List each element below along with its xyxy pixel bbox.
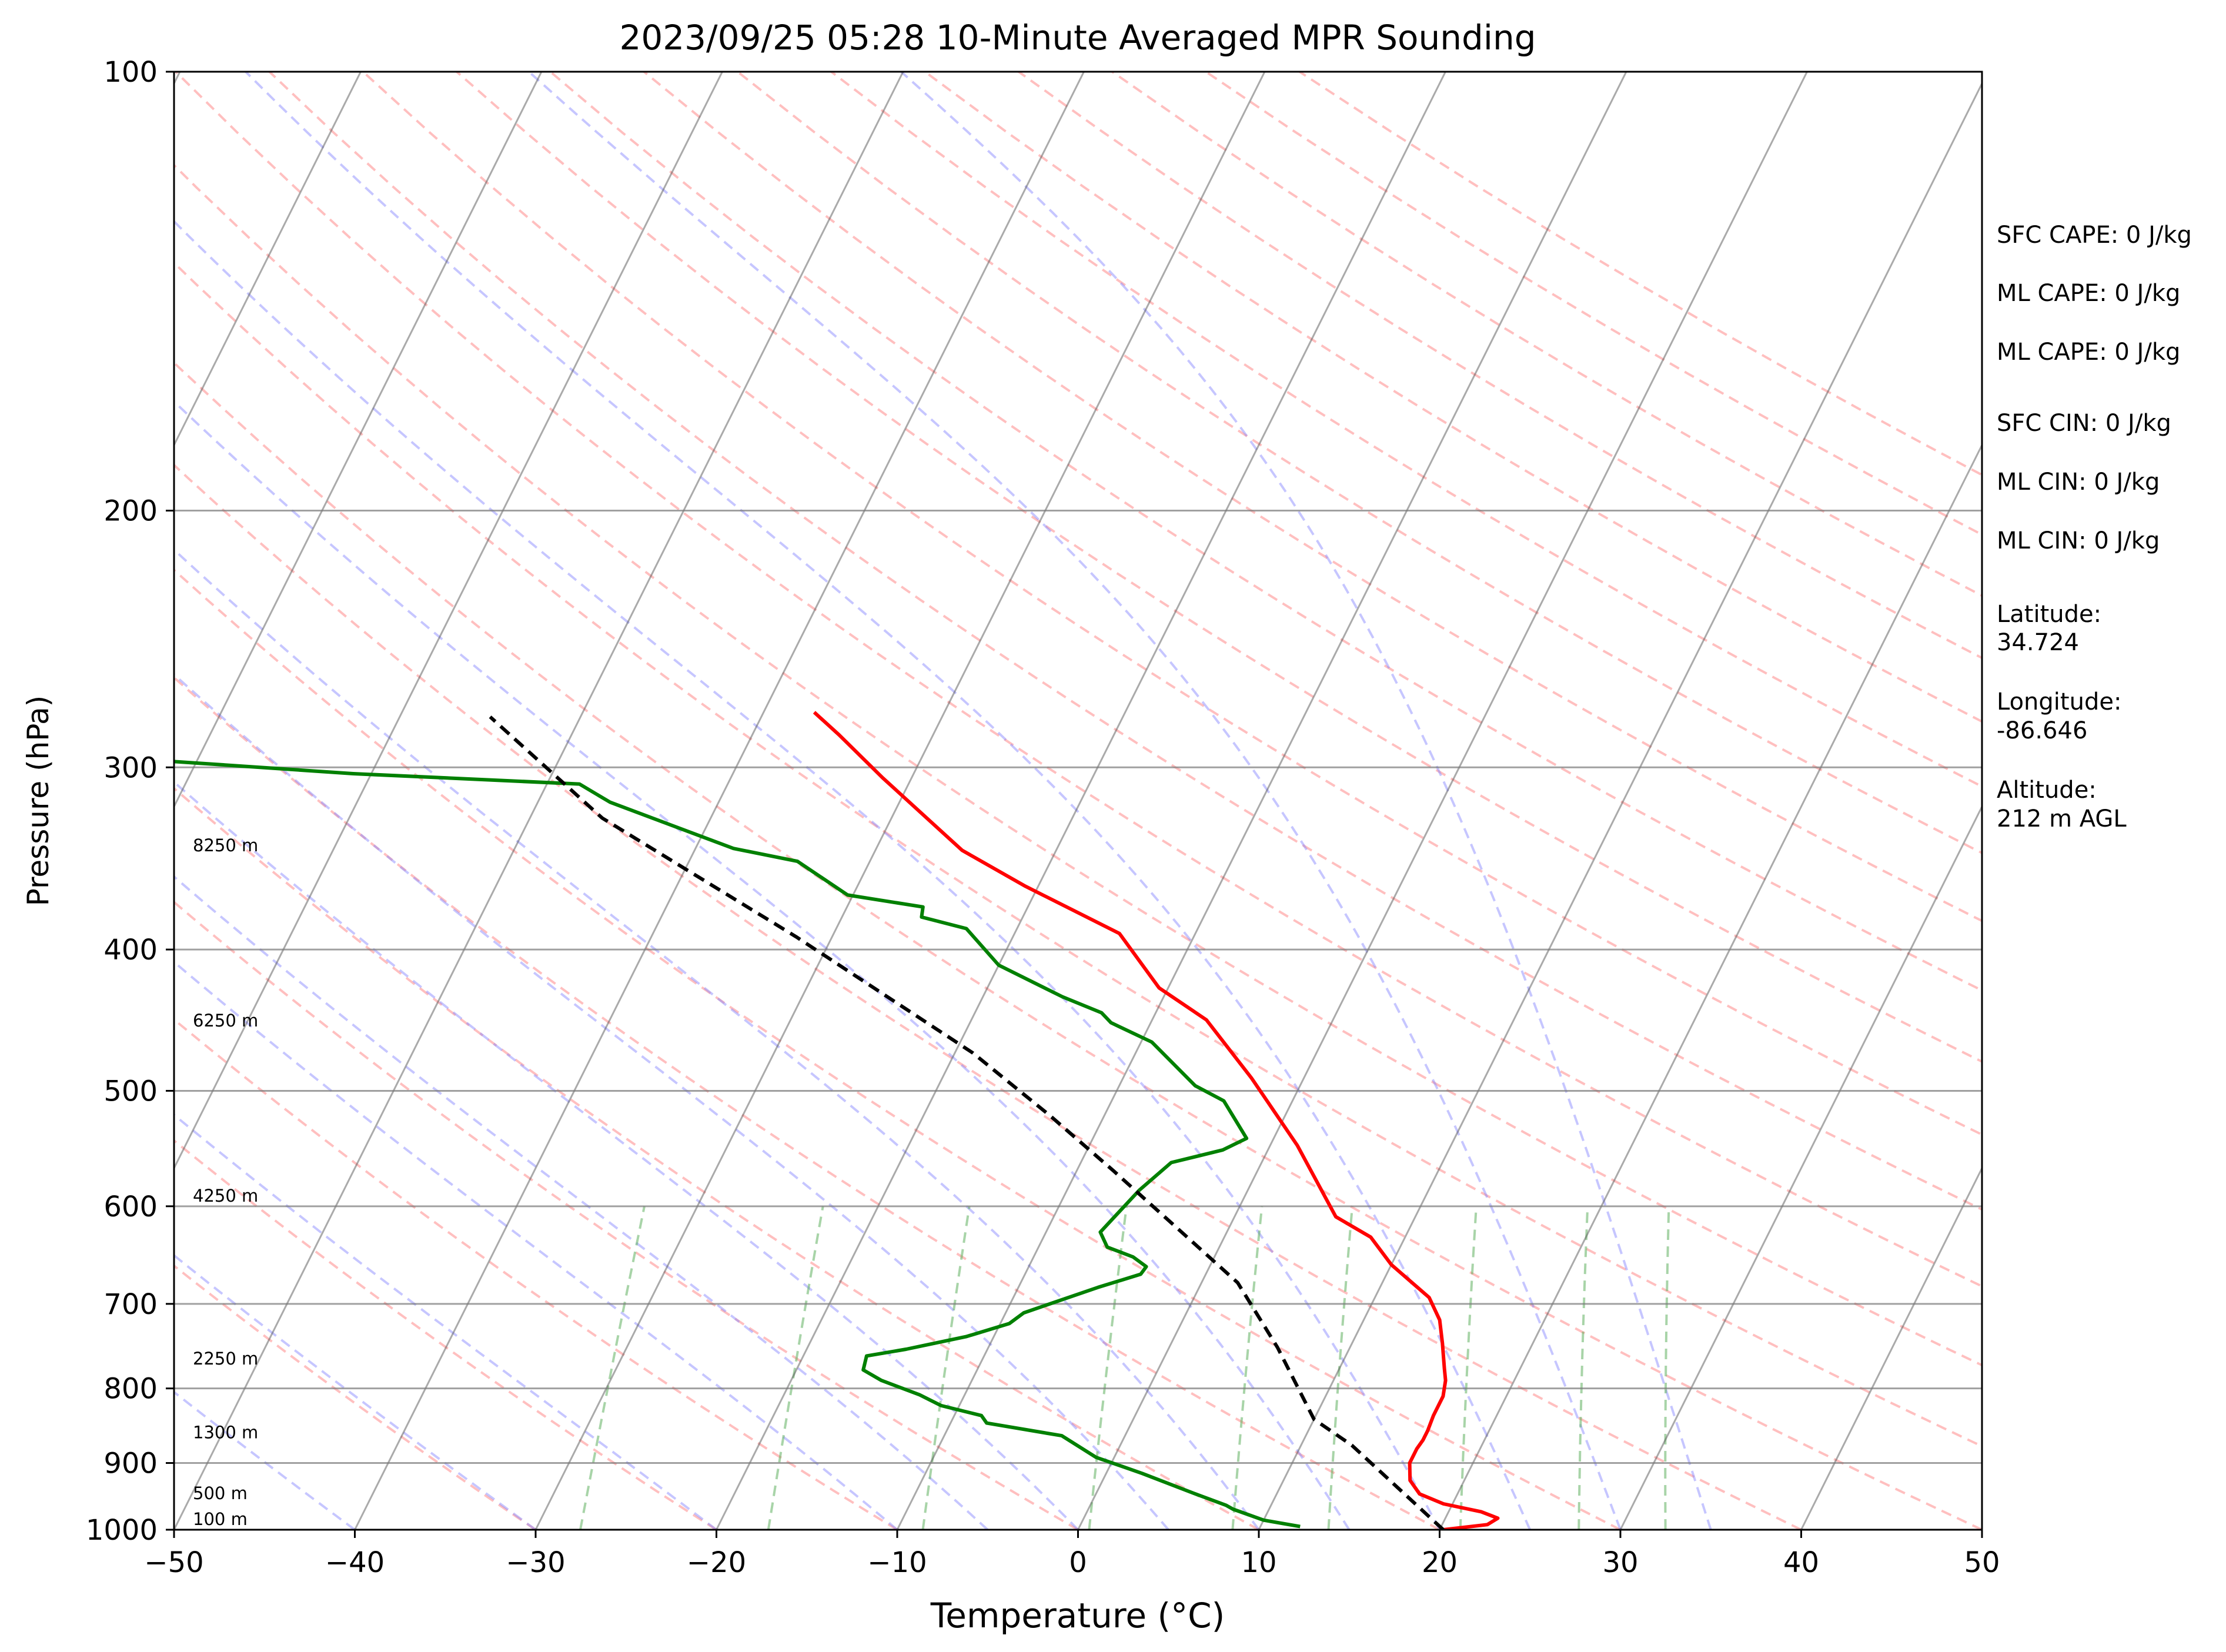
longitude-label: Longitude: xyxy=(1997,688,2121,715)
x-tick-label: 20 xyxy=(1422,1546,1458,1579)
stat-ml-cin-2: ML CIN: 0 J/kg xyxy=(1997,527,2160,554)
y-tick-label: 200 xyxy=(103,495,158,528)
height-label: 6250 m xyxy=(193,1011,258,1031)
latitude-value: 34.724 xyxy=(1997,629,2079,656)
latitude-label: Latitude: xyxy=(1997,601,2101,628)
height-label: 500 m xyxy=(193,1483,248,1503)
x-tick-label: 30 xyxy=(1602,1546,1638,1579)
x-tick-label: −10 xyxy=(867,1546,927,1579)
stat-sfc-cape: SFC CAPE: 0 J/kg xyxy=(1997,222,2192,249)
y-tick-label: 100 xyxy=(103,56,158,89)
height-label: 8250 m xyxy=(193,835,258,855)
stat-ml-cin: ML CIN: 0 J/kg xyxy=(1997,469,2160,496)
y-tick-label: 700 xyxy=(103,1288,158,1321)
y-tick-label: 1000 xyxy=(86,1514,158,1547)
x-tick-label: 10 xyxy=(1241,1546,1276,1579)
height-label: 1300 m xyxy=(193,1422,258,1442)
y-tick-label: 900 xyxy=(103,1447,158,1480)
y-tick-label: 400 xyxy=(103,934,158,967)
x-tick-label: −50 xyxy=(144,1546,203,1579)
x-tick-label: 40 xyxy=(1783,1546,1819,1579)
y-tick-label: 500 xyxy=(103,1075,158,1108)
y-tick-label: 800 xyxy=(103,1373,158,1406)
x-axis-label: Temperature (°C) xyxy=(930,1596,1225,1636)
stat-sfc-cin: SFC CIN: 0 J/kg xyxy=(1997,410,2171,437)
x-tick-label: −20 xyxy=(687,1546,746,1579)
altitude-value: 212 m AGL xyxy=(1997,805,2127,832)
height-label: 2250 m xyxy=(193,1349,258,1369)
y-tick-label: 600 xyxy=(103,1190,158,1223)
altitude-label: Altitude: xyxy=(1997,777,2097,804)
x-tick-label: −40 xyxy=(325,1546,385,1579)
height-label: 100 m xyxy=(193,1509,248,1529)
x-tick-label: 50 xyxy=(1964,1546,2000,1579)
y-axis-label: Pressure (hPa) xyxy=(21,695,55,907)
y-tick-label: 300 xyxy=(103,751,158,784)
stat-ml-cape-2: ML CAPE: 0 J/kg xyxy=(1997,339,2180,366)
chart-title: 2023/09/25 05:28 10-Minute Averaged MPR … xyxy=(619,18,1536,58)
height-label: 4250 m xyxy=(193,1186,258,1206)
longitude-value: -86.646 xyxy=(1997,717,2087,744)
x-tick-label: 0 xyxy=(1069,1546,1087,1579)
stat-ml-cape: ML CAPE: 0 J/kg xyxy=(1997,280,2180,307)
x-tick-label: −30 xyxy=(506,1546,565,1579)
